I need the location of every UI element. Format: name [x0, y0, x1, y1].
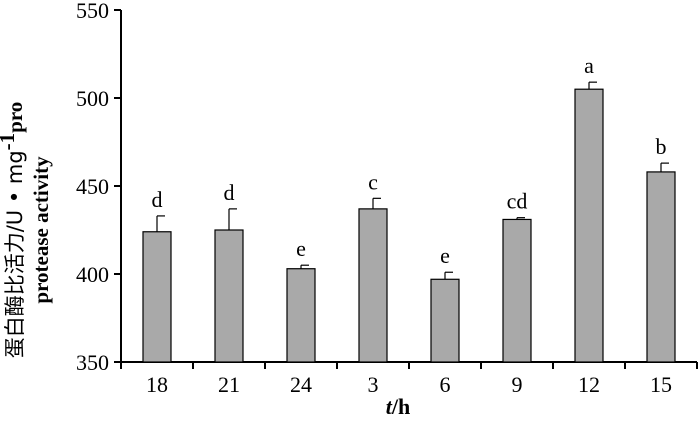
bar — [358, 208, 388, 363]
y-tick-label: 550 — [76, 0, 109, 23]
significance-label: b — [656, 134, 667, 159]
bar — [574, 88, 604, 363]
y-tick-label: 350 — [76, 350, 109, 375]
y-tick-label: 500 — [76, 86, 109, 111]
x-tick-label: 15 — [650, 372, 672, 397]
significance-label: e — [440, 243, 450, 268]
axis-labels: 蛋白酶比活力/U • mg-1pro protease activity t/h — [0, 102, 410, 419]
x-tick-label: 9 — [512, 372, 523, 397]
significance-label: e — [296, 236, 306, 261]
bar — [502, 218, 532, 363]
x-axis-label: t/h — [386, 394, 410, 419]
y-tick-label: 400 — [76, 262, 109, 287]
y-tick-label: 450 — [76, 174, 109, 199]
x-tick-label: 12 — [578, 372, 600, 397]
significance-label: d — [224, 180, 235, 205]
x-tick-label: 21 — [218, 372, 240, 397]
bars: d 18 d 21 e 24 c 3 e 6 cd 9 a 12 b 15 — [142, 53, 676, 397]
x-tick-label: 3 — [368, 372, 379, 397]
bar — [286, 268, 316, 363]
y-axis-label-en: protease activity — [29, 156, 53, 304]
significance-label: a — [584, 53, 594, 78]
significance-label: cd — [507, 189, 528, 214]
bar — [214, 229, 244, 363]
bar — [142, 231, 172, 363]
significance-label: c — [368, 169, 378, 194]
bar — [430, 278, 460, 363]
x-tick-label: 24 — [290, 372, 312, 397]
x-tick-label: 18 — [146, 372, 168, 397]
significance-label: d — [152, 187, 163, 212]
y-axis-label: 蛋白酶比活力/U • mg-1pro — [0, 102, 27, 359]
bar — [646, 171, 676, 363]
x-tick-label: 6 — [440, 372, 451, 397]
